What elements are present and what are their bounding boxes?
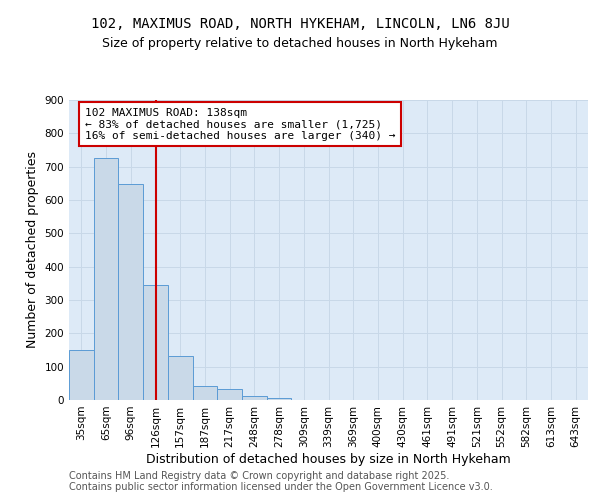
Bar bbox=[217, 390, 242, 400]
Bar bbox=[69, 350, 94, 400]
Y-axis label: Number of detached properties: Number of detached properties bbox=[26, 152, 39, 348]
Bar bbox=[267, 398, 292, 400]
Text: 102 MAXIMUS ROAD: 138sqm
← 83% of detached houses are smaller (1,725)
16% of sem: 102 MAXIMUS ROAD: 138sqm ← 83% of detach… bbox=[85, 108, 395, 140]
Bar bbox=[94, 158, 118, 400]
Text: Contains HM Land Registry data © Crown copyright and database right 2025.
Contai: Contains HM Land Registry data © Crown c… bbox=[69, 471, 493, 492]
Bar bbox=[168, 356, 193, 400]
Bar bbox=[118, 184, 143, 400]
Bar bbox=[143, 285, 168, 400]
Text: Size of property relative to detached houses in North Hykeham: Size of property relative to detached ho… bbox=[102, 38, 498, 51]
X-axis label: Distribution of detached houses by size in North Hykeham: Distribution of detached houses by size … bbox=[146, 452, 511, 466]
Text: 102, MAXIMUS ROAD, NORTH HYKEHAM, LINCOLN, LN6 8JU: 102, MAXIMUS ROAD, NORTH HYKEHAM, LINCOL… bbox=[91, 18, 509, 32]
Bar bbox=[242, 396, 267, 400]
Bar bbox=[193, 386, 217, 400]
